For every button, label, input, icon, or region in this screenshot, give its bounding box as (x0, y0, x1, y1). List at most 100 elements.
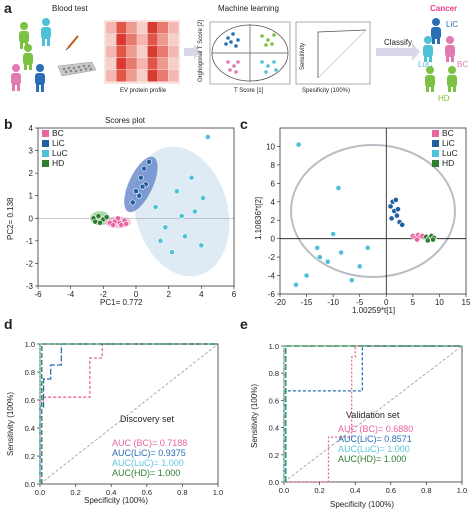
x-tick-label: 1.0 (457, 486, 467, 495)
heatmap-cell (158, 34, 168, 46)
panel-d-label: d (4, 316, 13, 332)
x-tick-label: 0.4 (350, 486, 360, 495)
x-tick-label: 1.0 (213, 488, 223, 497)
y-tick-label: 0.4 (25, 424, 35, 433)
panel-e-label: e (240, 316, 248, 332)
y-tick-label: 4 (271, 198, 276, 207)
point-luc (200, 195, 206, 201)
legend-label-luc: LuC (52, 148, 68, 158)
heatmap-cell (137, 22, 148, 34)
point-luc (198, 242, 205, 249)
auc-bc-label: AUC (BC)= 0.7188 (112, 438, 188, 448)
heatmap-cell (126, 70, 137, 82)
heatmap-cell (137, 46, 148, 58)
blood-test-label: Blood test (52, 4, 88, 13)
lic-label: LiC (446, 20, 459, 29)
x-tick-label: 0 (384, 298, 389, 307)
y-tick-label: 2 (271, 216, 276, 225)
x-tick-label: 0.6 (142, 488, 152, 497)
heatmap-cell (106, 46, 116, 58)
heatmap-cell (106, 34, 116, 46)
point-lic (395, 206, 401, 213)
heatmap-cell (137, 58, 148, 70)
auc-hd-label: AUC(HD)= 1.000 (338, 454, 407, 464)
heatmap-cell (147, 22, 158, 34)
point-lic (392, 197, 399, 203)
people-group-icon (11, 18, 51, 92)
y-tick-label: -6 (268, 290, 276, 299)
panel-c-label: c (240, 116, 248, 132)
validation-set-title: Validation set (346, 410, 400, 420)
legend-label-lic: LiC (442, 138, 455, 148)
y-tick-label: -2 (268, 253, 276, 262)
x-tick-label: 0.0 (35, 488, 45, 497)
panel-a-label: a (4, 0, 12, 16)
heatmap-cell (168, 46, 179, 58)
x-tick-label: 0.4 (106, 488, 116, 497)
point-luc (303, 272, 310, 279)
point-luc (188, 174, 195, 181)
point-luc (348, 277, 355, 284)
mini-roc-plot (295, 21, 371, 85)
y-tick-label: 0 (29, 214, 34, 223)
legend-swatch-hd (42, 160, 49, 167)
specificity-mini-label: Spesificity (100%) (302, 88, 351, 94)
discovery-set-title: Discovery set (120, 414, 175, 424)
y-tick-label: 0.2 (25, 452, 35, 461)
auc-luc-label: AUC(LuC)= 1.000 (112, 458, 184, 468)
auc-bc-label: AUC (BC)= 0.6880 (338, 424, 414, 434)
chart-c-xlabel: 1.00259*t[1] (352, 306, 396, 315)
y-tick-label: 0.6 (269, 396, 279, 405)
x-tick-label: -15 (301, 298, 313, 307)
x-tick-label: 0.2 (70, 488, 80, 497)
heatmap-cell (168, 22, 179, 34)
legend-label-bc: BC (52, 128, 64, 138)
heatmap-cell (147, 46, 158, 58)
point-lic (136, 192, 143, 199)
point-hd (92, 218, 99, 225)
point-lic (133, 188, 139, 195)
legend-swatch-bc (42, 130, 49, 137)
point-hd (103, 214, 110, 221)
chart-e-ylabel: Sensitivity (100%) (250, 383, 259, 448)
point-lic (387, 203, 394, 210)
x-tick-label: -6 (34, 290, 42, 299)
point-bc (115, 215, 121, 222)
heatmap-cell (147, 34, 158, 46)
x-tick-label: 6 (232, 290, 237, 299)
point-luc (293, 281, 299, 288)
hd-label: HD (438, 94, 450, 103)
legend-label-hd: HD (52, 158, 64, 168)
x-tick-label: 0.8 (177, 488, 187, 497)
point-luc (178, 213, 185, 219)
point-luc (173, 188, 180, 195)
roc-curve-3 (285, 345, 462, 482)
heatmap-cell (106, 22, 116, 34)
point-luc (162, 224, 169, 231)
heatmap-cell (106, 70, 116, 82)
point-lic (129, 199, 136, 206)
bc-label: BC (457, 60, 469, 69)
y-tick-label: -3 (26, 282, 34, 291)
legend-swatch-lic (432, 140, 439, 147)
point-lic (137, 174, 144, 181)
point-luc (316, 254, 323, 261)
scores-plot-title: Scores plot (105, 116, 146, 125)
y-tick-label: 10 (266, 142, 275, 151)
point-bc (123, 221, 130, 227)
heatmap-cell (126, 46, 137, 58)
heatmap-cell (168, 70, 179, 82)
point-bc (414, 236, 421, 243)
point-luc (335, 185, 342, 191)
y-tick-label: 0 (271, 235, 276, 244)
heatmap-cell (126, 58, 137, 70)
y-tick-label: 1 (29, 192, 34, 201)
x-tick-label: 0.2 (314, 486, 324, 495)
point-luc (324, 258, 331, 265)
point-lic (394, 212, 400, 219)
syringe-icon (65, 35, 79, 51)
roc-curve-2 (39, 343, 218, 484)
auc-list-e: AUC (BC)= 0.6880 AUC(LiC)= 0.8571 AUC(Lu… (338, 424, 413, 464)
roc-curve-1 (39, 343, 218, 484)
